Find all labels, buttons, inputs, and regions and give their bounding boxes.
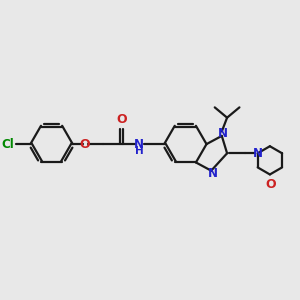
Text: N: N: [208, 167, 218, 179]
Text: N: N: [218, 127, 228, 140]
Text: O: O: [116, 113, 127, 126]
Text: Cl: Cl: [1, 138, 13, 151]
Text: O: O: [80, 138, 90, 151]
Text: N: N: [134, 138, 144, 151]
Text: N: N: [253, 147, 263, 160]
Text: O: O: [265, 178, 276, 191]
Text: H: H: [135, 146, 144, 156]
